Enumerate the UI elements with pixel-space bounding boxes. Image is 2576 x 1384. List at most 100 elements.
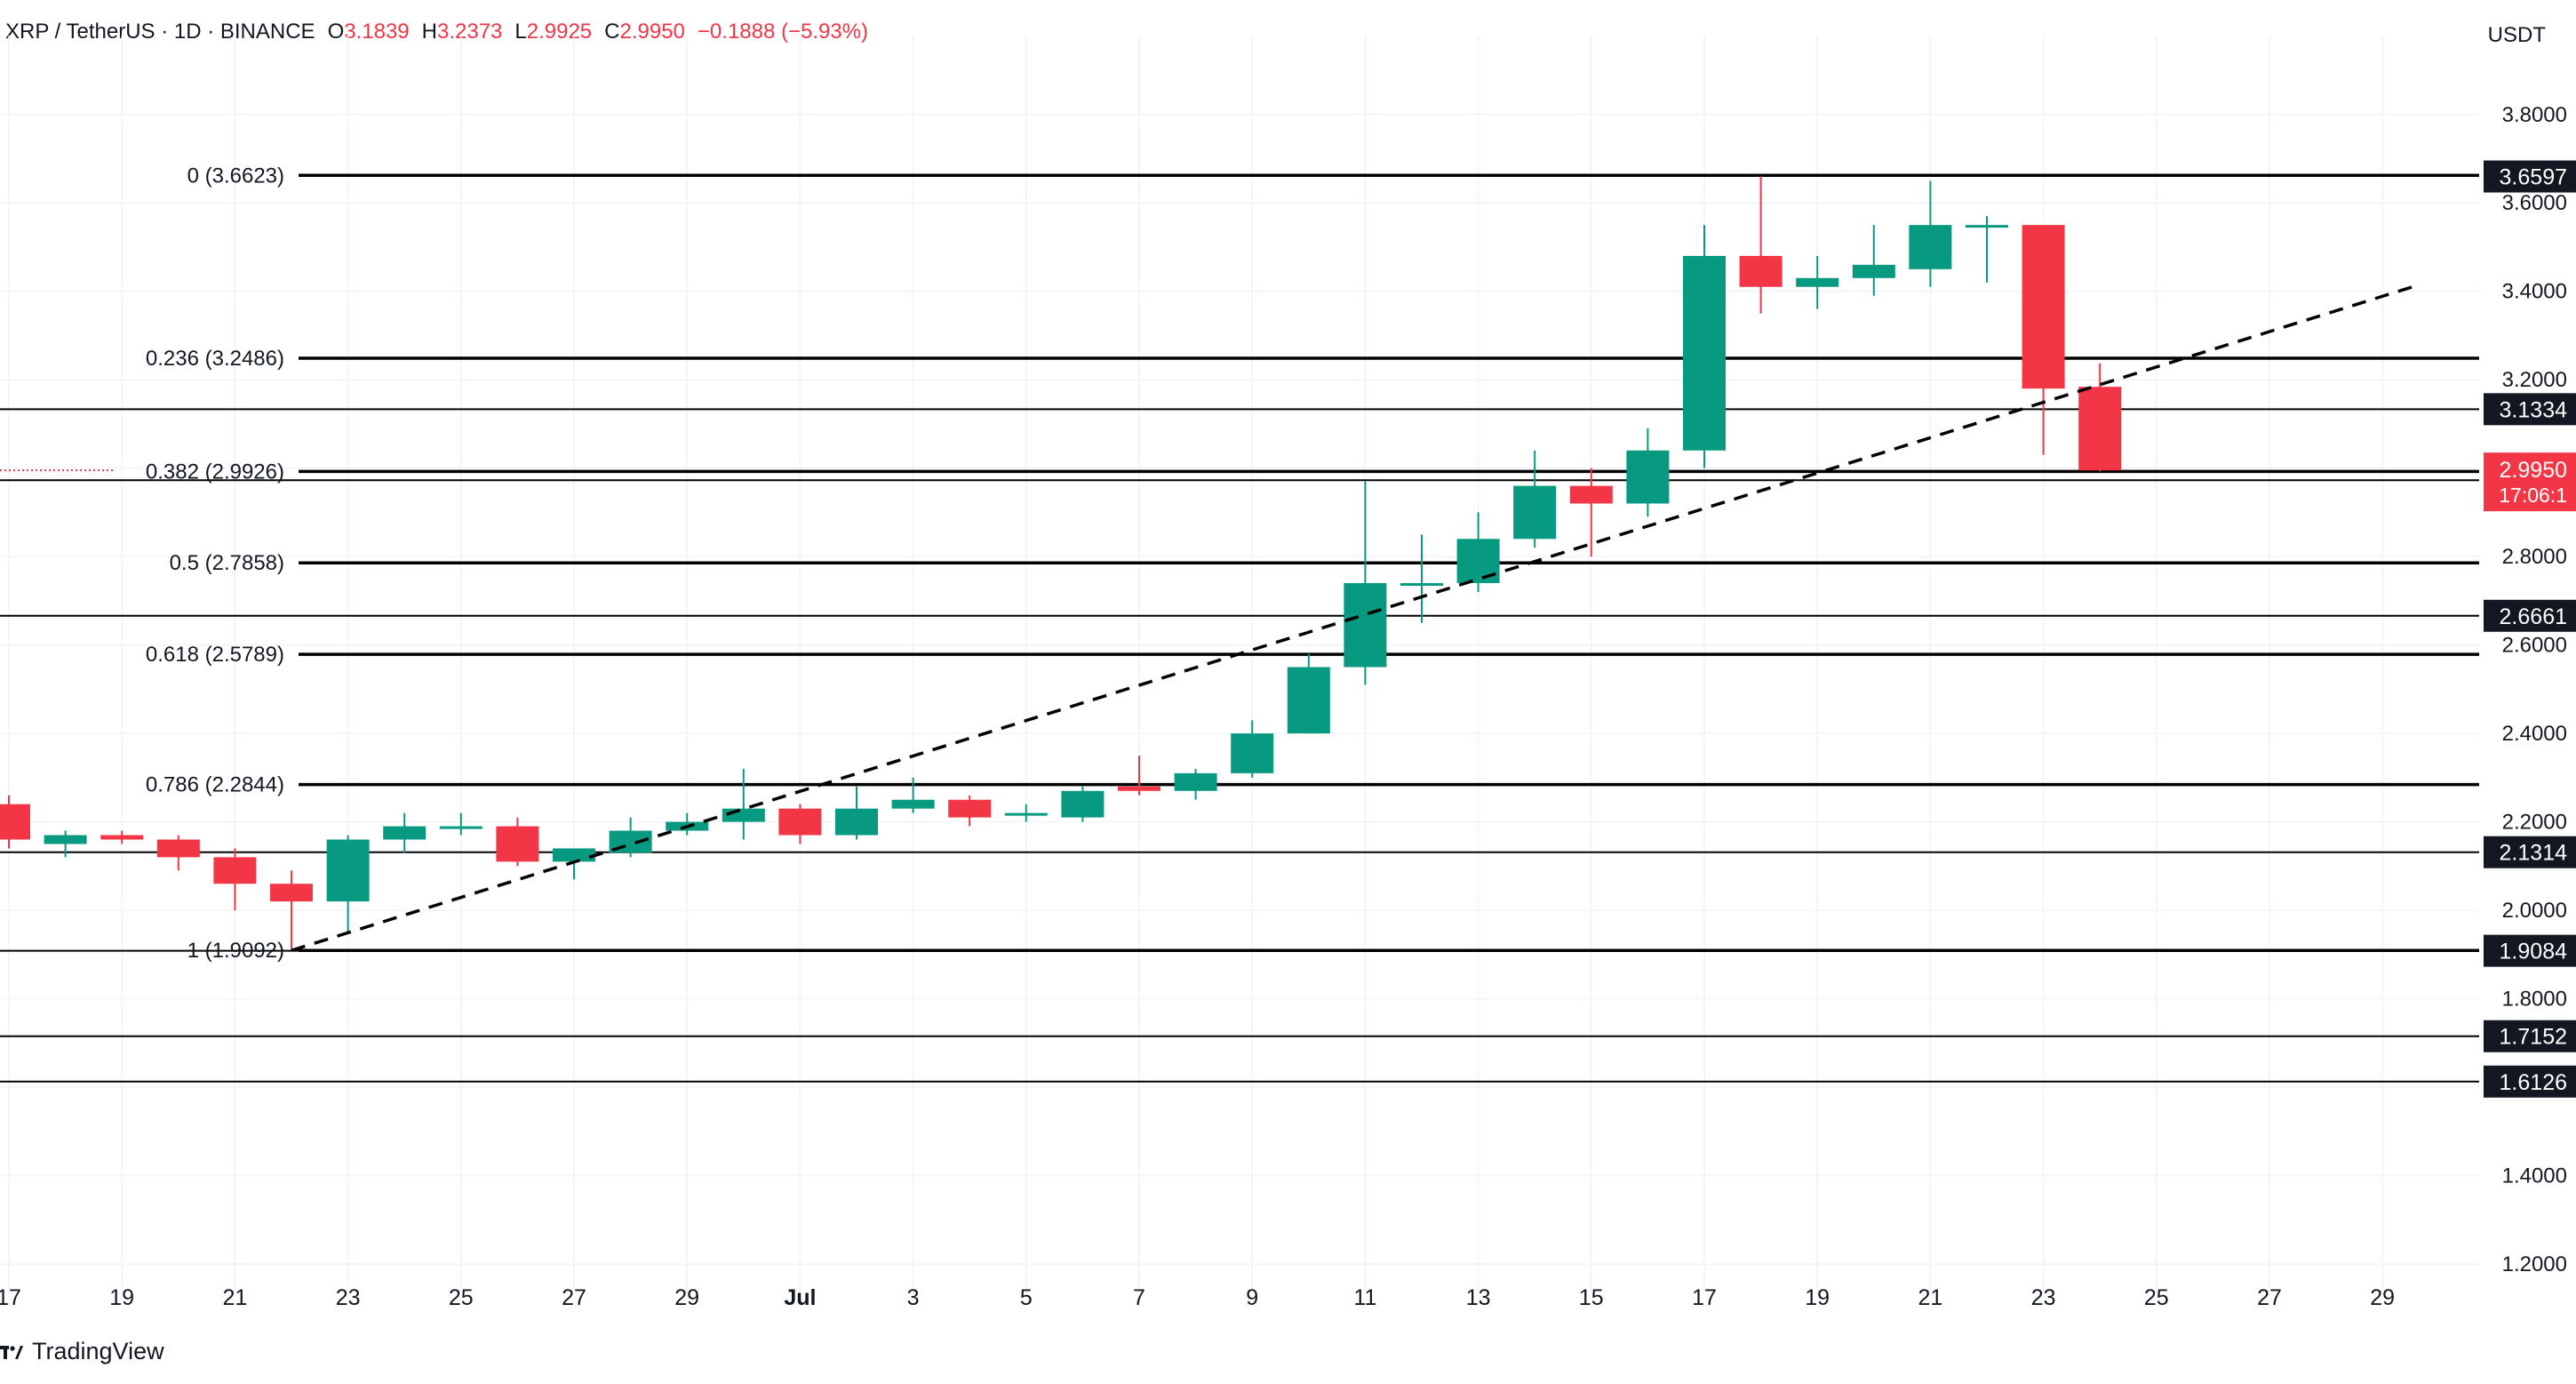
candle-body xyxy=(1174,772,1217,791)
price-axis-tick: 2.8000 xyxy=(2502,545,2567,569)
time-axis: 17 19 21 23 25 27 29 Jul 3 5 7 9 11 13 15 17 19 21 23 25 27 2… xyxy=(0,1285,2395,1310)
candle-body xyxy=(2078,387,2122,471)
time-axis-tick: 11 xyxy=(1353,1285,1376,1310)
time-axis-tick: 19 xyxy=(1805,1285,1830,1310)
brand-name: TradingView xyxy=(32,1338,164,1364)
open-value: 3.1839 xyxy=(344,20,410,44)
time-axis-tick: Jul xyxy=(784,1285,816,1310)
candle-body xyxy=(383,826,427,840)
price-tag-label: 1.6126 xyxy=(2500,1070,2567,1095)
ascending-trendline xyxy=(291,285,2413,952)
fibonacci-retracement: 0 (3.6623) 0.236 (3.2486) 0.382 (2.9926) 0.… xyxy=(0,164,2479,963)
price-axis-tick: 2.0000 xyxy=(2502,899,2567,923)
price-tag-label: 1.7152 xyxy=(2500,1025,2567,1050)
close-label: C xyxy=(604,20,620,44)
time-axis-tick: 5 xyxy=(1020,1285,1033,1310)
change-value: −0.1888 (−5.93%) xyxy=(697,20,869,44)
price-axis-tick: 3.8000 xyxy=(2502,103,2567,127)
high-value: 3.2373 xyxy=(436,20,503,44)
grid xyxy=(0,36,2479,1293)
time-axis-tick: 15 xyxy=(1579,1285,1604,1310)
price-tag-box xyxy=(2484,934,2576,967)
time-axis-tick: 3 xyxy=(907,1285,920,1310)
price-tag-box xyxy=(2484,1065,2576,1098)
price-tag-label: 2.1314 xyxy=(2500,841,2568,866)
time-axis-tick: 13 xyxy=(1466,1285,1491,1310)
time-axis-tick: 25 xyxy=(2144,1285,2169,1310)
candle-body xyxy=(439,826,483,829)
candle-body xyxy=(1061,790,1105,818)
tradingview-icon xyxy=(0,1345,23,1359)
candle-body xyxy=(1456,539,1500,584)
price-tag-label: 3.6597 xyxy=(2500,165,2567,190)
fib-level-label: 0 (3.6623) xyxy=(187,164,284,188)
time-axis-tick: 9 xyxy=(1246,1285,1258,1310)
candle-body xyxy=(553,848,595,862)
trendline xyxy=(291,285,2413,952)
time-axis-tick: 29 xyxy=(2370,1285,2395,1310)
price-axis-tick: 2.6000 xyxy=(2502,634,2567,658)
fib-level-label: 0.382 (2.9926) xyxy=(146,460,284,484)
open-label: O xyxy=(327,20,345,44)
fib-level-label: 0.5 (2.7858) xyxy=(170,551,284,575)
price-axis-tick: 3.2000 xyxy=(2502,368,2567,392)
candle-body xyxy=(1852,264,1895,278)
candle-body xyxy=(1513,485,1557,540)
candle-body xyxy=(326,839,370,902)
currency-label[interactable]: USDT xyxy=(2487,23,2546,47)
candle-body xyxy=(270,884,313,902)
symbol-title: XRP / TetherUS · 1D · BINANCE xyxy=(5,20,315,44)
candle-body xyxy=(1796,277,1839,287)
price-tag-box xyxy=(2484,836,2576,868)
candle-body xyxy=(948,799,992,818)
candle-body xyxy=(1909,225,1952,269)
candle-body xyxy=(1344,583,1387,668)
price-tag-box xyxy=(2484,1020,2576,1052)
time-axis-tick: 23 xyxy=(2031,1285,2056,1310)
close-value: 2.9950 xyxy=(619,20,685,44)
time-axis-tick: 17 xyxy=(1692,1285,1717,1310)
time-axis-tick: 21 xyxy=(1918,1285,1942,1310)
price-axis-tick: 2.2000 xyxy=(2502,811,2567,835)
candle-body xyxy=(1287,667,1330,734)
candle-body xyxy=(835,808,878,836)
time-axis-tick: 25 xyxy=(449,1285,474,1310)
price-axis-tick: 3.4000 xyxy=(2502,280,2567,304)
candle-body xyxy=(0,804,30,840)
price-axis-tick: 2.4000 xyxy=(2502,722,2567,746)
fib-level-label: 1 (1.9092) xyxy=(187,939,284,963)
candle-body xyxy=(1004,812,1048,816)
candle-body xyxy=(891,799,935,809)
candle-body xyxy=(1683,255,1726,451)
price-tag-label: 1.9084 xyxy=(2500,940,2568,964)
candle-body xyxy=(100,835,144,840)
candles xyxy=(0,176,2122,950)
low-value: 2.9925 xyxy=(526,20,593,44)
high-label: H xyxy=(421,20,437,44)
candle-body xyxy=(1400,583,1443,587)
candle-body xyxy=(1569,485,1613,504)
candle-body xyxy=(1118,786,1160,791)
price-axis: 1.20001.40001.60001.80002.00002.20002.40… xyxy=(2484,103,2576,1276)
time-axis-tick: 27 xyxy=(2257,1285,2282,1310)
time-axis-tick: 17 xyxy=(0,1285,21,1310)
candle-body xyxy=(1966,225,2008,228)
candle-body xyxy=(1739,255,1782,287)
time-axis-tick: 23 xyxy=(336,1285,361,1310)
candle-body xyxy=(1231,733,1274,773)
candle-body xyxy=(778,808,822,836)
price-axis-tick: 1.4000 xyxy=(2502,1164,2567,1188)
last-price-value: 2.9950 xyxy=(2500,458,2567,483)
price-axis-tick: 1.8000 xyxy=(2502,988,2567,1012)
candle-body xyxy=(2022,225,2065,389)
price-axis-tick: 3.6000 xyxy=(2502,191,2567,215)
time-axis-tick: 29 xyxy=(674,1285,699,1310)
time-axis-tick: 19 xyxy=(109,1285,134,1310)
candle-body xyxy=(156,839,200,858)
price-tag-box xyxy=(2484,393,2576,426)
tradingview-logo[interactable]: TradingView xyxy=(0,1338,164,1365)
price-tag-box xyxy=(2484,599,2576,632)
price-tag-box xyxy=(2484,160,2576,193)
candle-body xyxy=(1626,450,1670,504)
